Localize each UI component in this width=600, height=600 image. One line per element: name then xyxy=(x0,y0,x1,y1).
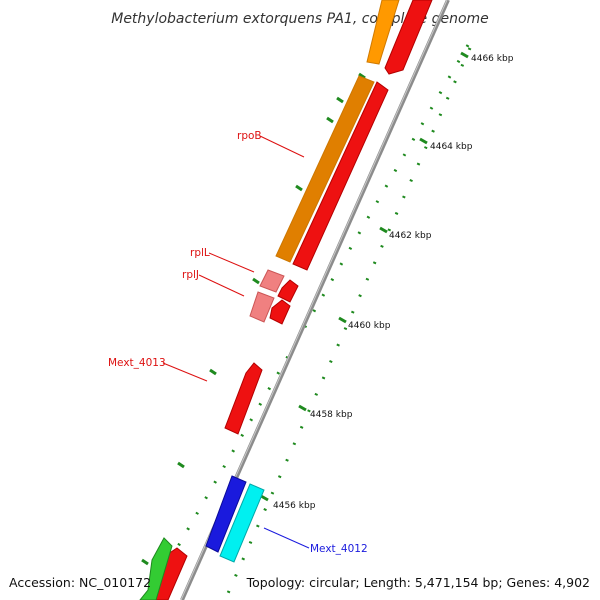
gene-label-rpll: rplL xyxy=(190,247,210,259)
major-tick xyxy=(141,558,149,566)
major-tick xyxy=(336,96,344,104)
gene-orange-top xyxy=(366,0,400,65)
major-tick xyxy=(252,277,260,285)
accession-text: Accession: NC_010172 xyxy=(9,575,151,590)
gene-rpll-pink xyxy=(259,269,285,293)
leader-mext4012 xyxy=(263,527,310,549)
gene-label-rplj: rplJ xyxy=(182,269,199,281)
gene-label-mext4012: Mext_4012 xyxy=(310,543,368,555)
major-tick xyxy=(419,137,428,145)
gene-rpob-orange xyxy=(275,75,375,263)
genome-summary-text: Topology: circular; Length: 5,471,154 bp… xyxy=(246,575,590,590)
leader-rplj xyxy=(198,274,245,297)
gene-red-top xyxy=(384,0,433,75)
major-tick xyxy=(177,461,185,469)
green-genes xyxy=(139,537,173,600)
major-tick xyxy=(460,51,469,59)
major-tick xyxy=(358,72,366,80)
gene-rpob-red xyxy=(292,81,389,271)
orange-genes xyxy=(275,0,400,263)
inner-tick-track xyxy=(145,44,470,600)
gene-green-bottom xyxy=(139,537,173,600)
major-tick xyxy=(209,368,217,376)
label-leaders xyxy=(162,135,310,549)
leader-rpob xyxy=(259,135,305,158)
major-tick xyxy=(338,316,347,324)
kbp-label-4462: 4462 kbp xyxy=(389,231,432,241)
kbp-label-4464: 4464 kbp xyxy=(430,142,473,152)
red-genes xyxy=(151,0,433,600)
major-tick xyxy=(260,494,269,502)
major-tick xyxy=(379,226,388,234)
blue-cyan-genes xyxy=(205,475,265,563)
genome-title: Methylobacterium extorquens PA1, complet… xyxy=(111,11,489,27)
gene-mext4012-cyan xyxy=(219,483,265,563)
gene-label-mext4013: Mext_4013 xyxy=(108,357,166,369)
gene-rplj-pink xyxy=(249,291,275,323)
inner-major-ticks xyxy=(141,72,366,566)
gene-blue xyxy=(205,475,247,553)
major-tick xyxy=(326,116,334,124)
kbp-label-4458: 4458 kbp xyxy=(310,410,353,420)
leader-mext4013 xyxy=(162,362,208,382)
kbp-label-4466: 4466 kbp xyxy=(471,54,514,64)
kbp-label-4460: 4460 kbp xyxy=(348,321,391,331)
leader-rpll xyxy=(208,252,255,273)
major-tick xyxy=(295,184,303,192)
pink-genes xyxy=(249,269,285,323)
gene-label-rpob: rpoB xyxy=(237,130,262,142)
gene-rpll-red xyxy=(277,279,299,303)
major-tick xyxy=(298,404,307,412)
inner-tick-line xyxy=(145,44,470,600)
kbp-label-4456: 4456 kbp xyxy=(273,501,316,511)
gene-mext4013-red xyxy=(224,362,263,435)
outer-major-ticks xyxy=(260,51,469,502)
gene-rplj-red xyxy=(269,299,291,325)
